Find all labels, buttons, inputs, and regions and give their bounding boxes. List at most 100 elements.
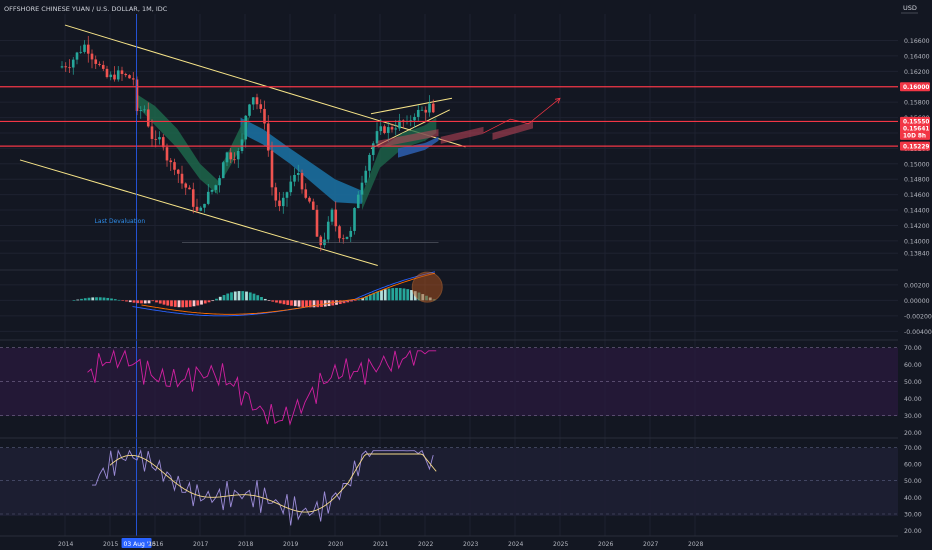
candle-body — [191, 189, 195, 207]
macd-histogram-bar — [338, 300, 342, 305]
rsi-tick-label: 70.00 — [904, 345, 922, 352]
macd-histogram-bar — [380, 290, 383, 301]
candle-body — [413, 116, 416, 121]
time-tick-label: 2023 — [463, 541, 478, 548]
rsi-tick-label: 50.00 — [904, 379, 922, 386]
price-axis[interactable]: 0.16600 0.16400 0.16200 0.16000 0.15800 0.156… — [900, 38, 932, 535]
macd-pane — [72, 271, 443, 317]
macd-histogram-bar — [181, 300, 185, 308]
macd-histogram-bar — [192, 300, 196, 307]
candle-body — [259, 104, 263, 109]
time-tick-label: 2016 — [148, 541, 163, 548]
candle-body — [113, 74, 116, 80]
candle-body — [360, 182, 364, 195]
price-tick-label: 0.15800 — [904, 100, 930, 107]
candle-body — [356, 194, 360, 209]
candle-body — [146, 109, 150, 127]
price-tick-label: 0.14000 — [904, 238, 930, 245]
macd-histogram-bar — [95, 297, 98, 301]
macd-histogram-bar — [275, 300, 278, 303]
time-badge-bg — [121, 538, 152, 548]
macd-histogram-bar — [72, 300, 76, 301]
candle-body — [143, 109, 146, 111]
candle-body — [375, 131, 379, 144]
time-tick-label: 2019 — [283, 541, 298, 548]
price-badge-bg — [900, 116, 930, 126]
price-badge-bg — [900, 82, 930, 92]
candle-body — [424, 109, 428, 113]
stoch-tick-label: 70.00 — [904, 445, 922, 452]
candle-body — [278, 200, 281, 207]
cloud-ribbon-green — [137, 94, 218, 195]
macd-histogram-bar — [98, 297, 102, 301]
candle-body — [64, 66, 68, 68]
price-tick-label: 0.13840 — [904, 251, 930, 258]
candle-body — [120, 70, 124, 74]
candle-body — [368, 154, 371, 171]
cloud-ribbon-bear — [240, 117, 362, 204]
trendline — [19, 159, 378, 267]
macd-histogram-bar — [132, 300, 136, 303]
candle-body — [270, 150, 274, 188]
candle-body — [311, 201, 315, 210]
candle-body — [135, 79, 139, 112]
price-tick-label: 0.14400 — [904, 208, 930, 215]
rsi-tick-label: 20.00 — [904, 430, 922, 437]
macd-histogram-bar — [316, 300, 320, 308]
stochastic-pane — [0, 447, 898, 526]
macd-histogram-bar — [170, 300, 173, 307]
macd-histogram-bar — [406, 289, 410, 301]
candle-body — [83, 44, 86, 52]
stoch-tick-label: 50.00 — [904, 478, 922, 485]
macd-histogram-bar — [140, 300, 143, 304]
time-tick-label: 2020 — [328, 541, 343, 548]
candle-body — [195, 206, 199, 211]
candle-body — [165, 147, 169, 161]
rsi-tick-label: 60.00 — [904, 362, 922, 369]
stoch-tick-label: 60.00 — [904, 462, 922, 469]
macd-histogram-bar — [320, 300, 323, 307]
candle-body — [60, 66, 64, 68]
macd-histogram-bar — [91, 297, 95, 301]
macd-histogram-bar — [147, 300, 151, 304]
macd-histogram-bar — [200, 300, 203, 305]
macd-histogram-bar — [410, 290, 413, 301]
candle-body — [150, 126, 154, 139]
macd-histogram-bar — [218, 296, 222, 301]
stoch-tick-label: 20.00 — [904, 528, 922, 535]
candle-body — [206, 191, 210, 204]
macd-histogram-bar — [395, 287, 398, 301]
projection-path — [483, 98, 561, 134]
candle-body — [251, 97, 255, 105]
candle-body — [75, 52, 79, 60]
rsi-pane — [0, 347, 898, 426]
candle-body — [293, 174, 296, 182]
macd-histogram-bar — [151, 300, 155, 302]
currency-label: USD — [903, 4, 917, 12]
candle-body — [255, 97, 259, 105]
candle-body — [345, 236, 349, 239]
macd-histogram-bar — [215, 298, 218, 301]
candle-body — [248, 104, 251, 116]
macd-histogram-bar — [290, 300, 293, 306]
macd-histogram-bar — [110, 298, 113, 301]
macd-histogram-bar — [136, 300, 140, 304]
price-badge: 0.16000 — [903, 85, 929, 91]
candle-body — [409, 120, 413, 122]
candle-body — [161, 137, 165, 148]
macd-histogram-bar — [207, 300, 211, 303]
price-badge: 0.15229 — [903, 144, 929, 150]
macd-histogram-bar — [361, 297, 365, 301]
macd-histogram-bar — [155, 300, 158, 303]
candle-body — [263, 108, 266, 124]
macd-histogram-bar — [387, 288, 391, 301]
macd-histogram-bar — [237, 291, 241, 301]
price-badge-bg — [900, 141, 930, 151]
candle-body — [420, 109, 424, 111]
time-badge: 03 Aug '15 — [124, 541, 157, 548]
macd-histogram-bar — [196, 300, 200, 306]
candle-body — [94, 59, 98, 64]
macd-histogram-bar — [383, 289, 387, 301]
